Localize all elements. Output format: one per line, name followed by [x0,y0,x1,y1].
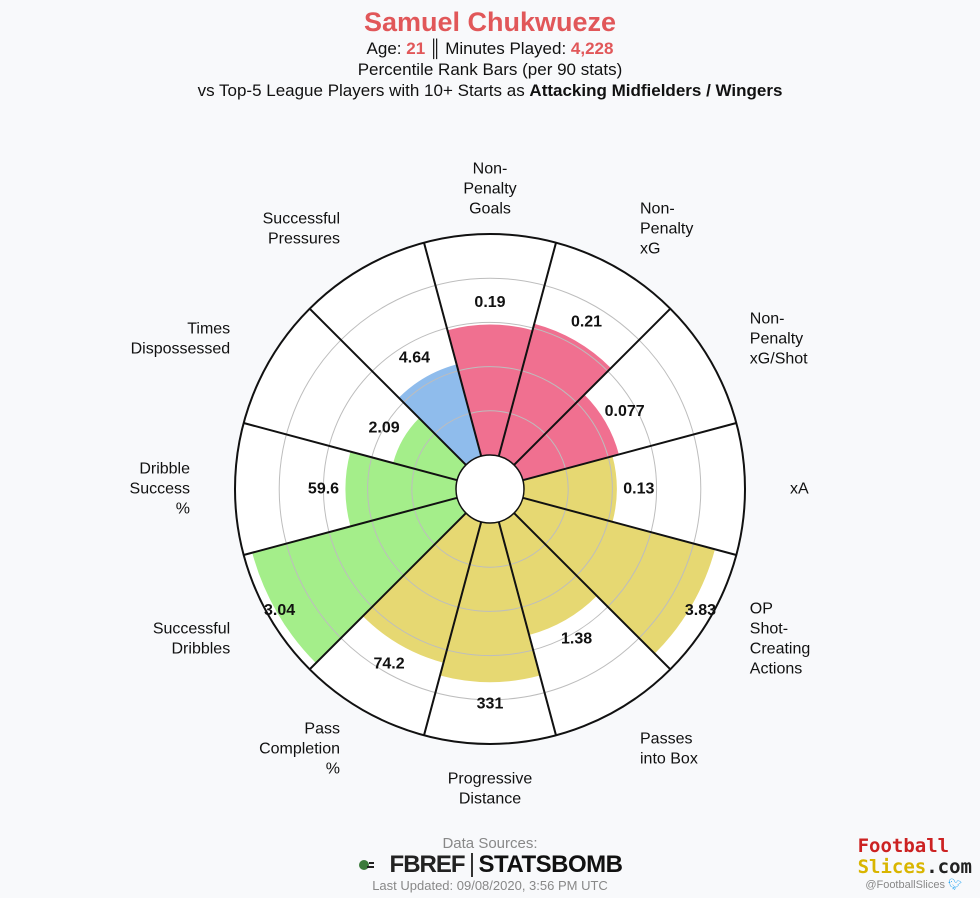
slice-label: Non- [750,311,785,328]
minutes-value: 4,228 [570,39,614,58]
brand-line-1: Football [857,835,950,857]
value-label: 331 [477,696,504,713]
slice-label: Non- [640,201,675,218]
slice-divider [243,496,458,556]
slice-bar [440,521,540,683]
slice-divider [497,242,557,457]
slice-bar [522,456,617,522]
value-label: 3.04 [264,602,295,619]
slice-label: % [176,501,190,518]
value-label: 0.19 [474,294,505,311]
slice-label: Distance [459,791,521,808]
slice-bar [514,394,619,481]
chart-header: Samuel Chukwueze Age: 21 ║ Minutes Played:… [0,0,980,101]
slice-label: Penalty [750,331,803,348]
slice-divider [513,307,672,466]
minutes-label: Minutes Played: [445,39,571,58]
handle-text: @FootballSlices [865,879,945,891]
social-handle: @FootballSlices 🐦︎ [865,878,962,891]
slice-divider [513,512,672,671]
statsbomb-logo: STATSBOMB [478,851,623,878]
slice-bar [447,324,533,457]
grid-ring [411,410,569,568]
data-sources-title: Data Sources: [442,835,538,852]
slice-label: Actions [750,661,802,678]
slice-label: Dribbles [172,641,231,658]
slice-label: Times [187,321,230,338]
twitter-icon: 🐦︎ [948,879,962,891]
age-value: 21 [406,39,426,58]
info-separator: ║ [429,39,442,58]
slice-label: xA [790,481,809,498]
slice-label: Penalty [640,221,693,238]
slice-label: Success [130,481,190,498]
value-label: 0.077 [605,403,645,420]
brand-suffix: .com [926,856,972,878]
slice-label: into Box [640,750,698,767]
slice-divider [308,512,467,671]
slice-bar [498,513,597,635]
slice-label: xG/Shot [750,351,808,368]
slice-divider [243,422,458,482]
chart-title: Samuel Chukwueze [363,7,617,37]
slice-label: Creating [750,641,810,658]
slice-label: % [326,760,340,777]
fbref-logo-icon [358,860,374,870]
grid-ring [322,321,658,657]
slice-divider [522,422,737,482]
outer-ring [234,233,746,745]
comparison-prefix: vs Top-5 League Players with 10+ Starts … [197,81,530,100]
value-label: 3.83 [685,602,716,619]
slice-label: Non- [473,161,508,178]
slice-label: Progressive [448,771,533,788]
value-label: 59.6 [308,481,339,498]
slice-label: Penalty [463,181,516,198]
comparison-line: vs Top-5 League Players with 10+ Starts … [0,80,980,101]
value-label: 4.64 [399,350,430,367]
center-hole [455,454,525,524]
slice-label: Successful [153,621,230,638]
logo-divider [470,853,473,877]
slice-label: Dribble [139,461,190,478]
value-label: 0.21 [571,313,602,330]
slice-bar [393,418,466,481]
slice-label: Dispossessed [131,341,231,358]
fbref-logo-text: FBREF [389,851,466,878]
slice-divider [497,521,557,736]
value-label: 74.2 [373,655,404,672]
age-label: Age: [366,39,407,58]
slice-bar [345,451,458,527]
slice-divider [423,242,483,457]
value-label: 2.09 [369,419,400,436]
last-updated: Last Updated: 09/08/2020, 3:56 PM UTC [372,878,608,893]
value-label: 1.38 [561,630,592,647]
slice-label: xG [640,241,660,258]
comparison-group: Attacking Midfielders / Wingers [529,81,783,100]
slice-divider [522,496,737,556]
slice-label: Successful [263,211,340,228]
chart-subtitle: Percentile Rank Bars (per 90 stats) [357,60,623,79]
slice-label: Pass [304,720,340,737]
slice-divider [423,521,483,736]
brand-line-2: Slices [857,856,927,878]
slice-divider [308,307,467,466]
source-logos: FBREF STATSBOMB [0,851,980,879]
footballslices-logo: Football Slices.com [858,836,972,878]
value-label: 0.13 [623,481,654,498]
slice-bar [362,513,482,663]
slice-label: Shot- [750,621,788,638]
slice-label: Goals [469,201,511,218]
grid-ring [367,366,613,612]
grid-ring [278,277,702,701]
slice-label: Passes [640,730,692,747]
player-info-line: Age: 21 ║ Minutes Played: 4,228 [0,38,980,59]
slice-label: Completion [259,740,340,757]
slice-label: Pressures [268,231,340,248]
slice-label: OP [750,601,773,618]
slice-bar [498,323,611,465]
